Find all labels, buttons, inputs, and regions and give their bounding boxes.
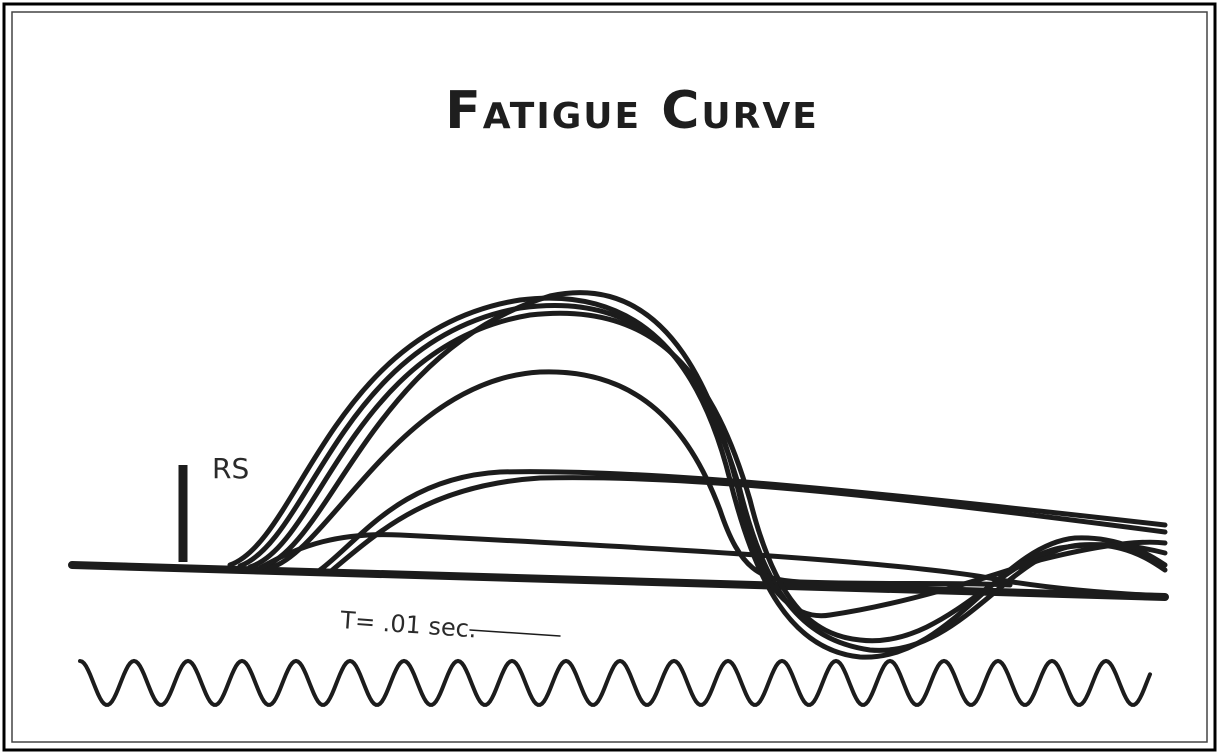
diagram: Fatigue Curve RS T= .01 sec. [0, 0, 1219, 754]
title: Fatigue Curve [445, 81, 819, 141]
stimulus-label: RS [212, 452, 249, 485]
